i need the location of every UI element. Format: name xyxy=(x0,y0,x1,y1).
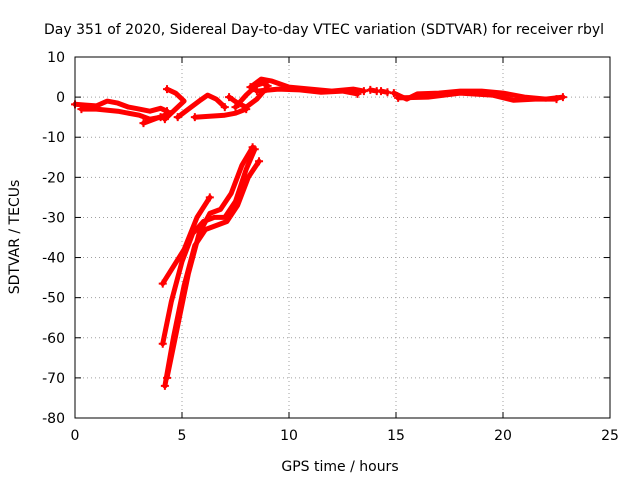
series-track-10 xyxy=(254,86,360,97)
series-endpoint-marker xyxy=(252,87,261,96)
data-series xyxy=(71,76,567,390)
series-endpoint-marker xyxy=(205,193,214,202)
series-endpoint-marker xyxy=(190,113,199,122)
axis-ticks: 0 5 10 15 20 25 -80 -70 -60 -50 -40 -30 -20 -10 0 10 xyxy=(42,50,619,444)
series-endpoint-marker xyxy=(552,95,561,104)
y-tick-label: 10 xyxy=(47,50,65,66)
series-endpoint-marker xyxy=(255,157,264,166)
series-endpoint-marker xyxy=(558,93,567,102)
series-endpoint-marker xyxy=(163,85,172,94)
y-tick-label: 0 xyxy=(56,90,65,106)
y-tick-label: -50 xyxy=(42,291,65,307)
series-endpoint-marker xyxy=(160,115,169,124)
chart-title: Day 351 of 2020, Sidereal Day-to-day VTE… xyxy=(44,22,604,38)
series-endpoint-marker xyxy=(359,87,368,96)
x-tick-label: 10 xyxy=(280,428,298,444)
series-endpoint-marker xyxy=(366,85,375,94)
y-tick-label: -60 xyxy=(42,331,65,347)
series-track-8 xyxy=(226,86,268,110)
y-tick-label: -10 xyxy=(42,130,65,146)
series-endpoint-marker xyxy=(377,87,386,96)
series-endpoint-marker xyxy=(139,119,148,128)
series-track-18 xyxy=(164,144,256,381)
series-track-3 xyxy=(141,112,168,126)
grid-lines xyxy=(75,57,610,418)
series-track-5 xyxy=(175,92,228,120)
series-track-6 xyxy=(192,106,249,120)
series-track-4 xyxy=(162,86,187,122)
series-endpoint-marker xyxy=(353,89,362,98)
series-endpoint-marker xyxy=(220,103,229,112)
series-track-1 xyxy=(72,98,170,114)
x-tick-label: 15 xyxy=(387,428,405,444)
plot-frame xyxy=(74,56,611,419)
x-axis-label: GPS time / hours xyxy=(281,459,398,475)
y-tick-label: -40 xyxy=(42,251,65,267)
x-tick-label: 25 xyxy=(601,428,619,444)
series-endpoint-marker xyxy=(389,89,398,98)
series-endpoint-marker xyxy=(160,381,169,390)
y-tick-label: -80 xyxy=(42,411,65,427)
series-endpoint-marker xyxy=(77,105,86,114)
y-tick-label: -30 xyxy=(42,210,65,226)
series-endpoint-marker xyxy=(394,93,403,102)
series-endpoint-marker xyxy=(246,83,255,92)
y-tick-label: -70 xyxy=(42,371,65,387)
series-endpoint-marker xyxy=(158,279,167,288)
series-endpoint-marker xyxy=(173,113,182,122)
x-tick-label: 0 xyxy=(71,428,80,444)
y-tick-label: -20 xyxy=(42,170,65,186)
series-endpoint-marker xyxy=(248,143,257,152)
series-endpoint-marker xyxy=(158,339,167,348)
x-tick-label: 20 xyxy=(494,428,512,444)
y-axis-label: SDTVAR / TECUs xyxy=(7,180,23,295)
series-endpoint-marker xyxy=(163,373,172,382)
x-tick-label: 5 xyxy=(178,428,187,444)
series-track-14 xyxy=(395,90,559,103)
series-endpoint-marker xyxy=(225,93,234,102)
